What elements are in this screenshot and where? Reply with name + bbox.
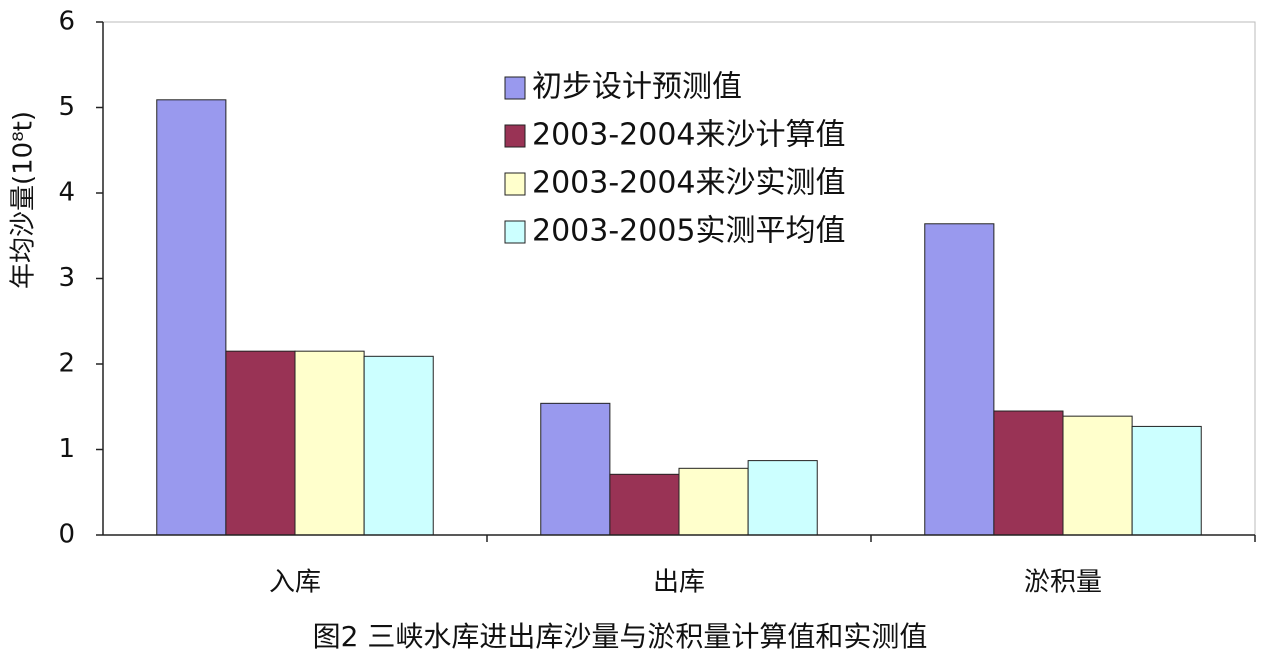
legend-swatch [504, 76, 526, 100]
legend-label: 2003-2005实测平均值 [532, 214, 846, 249]
bar [609, 473, 680, 536]
x-tick-label: 淤积量 [1024, 568, 1102, 598]
legend-label: 2003-2004来沙实测值 [532, 166, 846, 201]
legend-label: 初步设计预测值 [532, 70, 742, 105]
bar [747, 460, 818, 536]
bar [924, 223, 995, 536]
y-tick-label: 6 [58, 7, 75, 37]
y-tick-label: 4 [58, 178, 75, 208]
y-tick-label: 2 [58, 349, 75, 379]
y-tick-label: 3 [58, 263, 75, 293]
x-tick-label: 入库 [269, 568, 321, 598]
bar [678, 467, 749, 536]
y-tick-label: 0 [58, 520, 75, 550]
y-axis-label: 年均沙量(10⁸t) [9, 111, 39, 289]
bar [1062, 415, 1133, 536]
legend-swatch [504, 124, 526, 148]
bar [993, 410, 1064, 536]
y-tick-label: 5 [58, 92, 75, 122]
bar [540, 402, 611, 536]
x-tick-label: 出库 [653, 568, 705, 598]
bar [225, 350, 296, 536]
bar [294, 350, 365, 536]
legend-swatch [504, 220, 526, 244]
bar [156, 99, 227, 536]
chart-title: 图2 三峡水库进出库沙量与淤积量计算值和实测值 [313, 620, 928, 653]
y-tick-label: 1 [58, 434, 75, 464]
legend-swatch [504, 172, 526, 196]
bar [363, 355, 434, 536]
bar [1131, 425, 1202, 536]
legend-label: 2003-2004来沙计算值 [532, 118, 846, 153]
